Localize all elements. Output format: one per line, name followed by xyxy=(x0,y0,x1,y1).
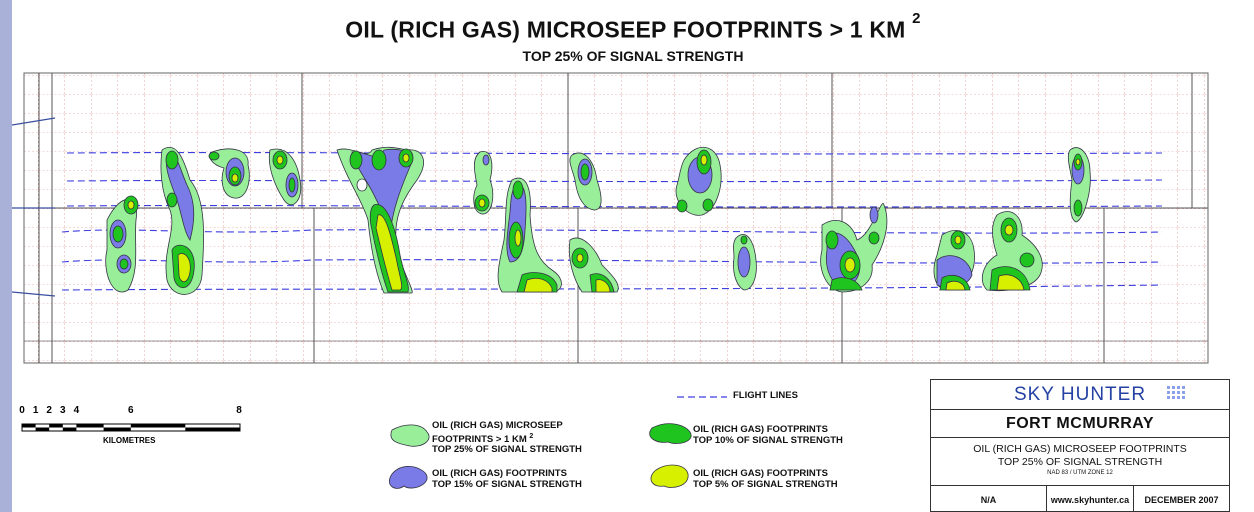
title-block: SKY HUNTER FORT MCMURRAY OIL (RICH GAS) … xyxy=(930,379,1230,512)
scale-tick-label: 4 xyxy=(73,405,80,416)
brand-dots-icon xyxy=(1167,386,1185,399)
footprint-cluster xyxy=(473,151,494,215)
survey-grid xyxy=(23,72,1209,364)
website: www.skyhunter.ca xyxy=(1047,486,1134,512)
top10-symbol xyxy=(649,423,692,444)
footprints xyxy=(105,146,1091,295)
title-block-description: OIL (RICH GAS) MICROSEEP FOOTPRINTS TOP … xyxy=(931,438,1229,486)
scale-bar xyxy=(21,423,241,432)
scale-tick-label: 1 xyxy=(32,405,39,416)
footprint-map xyxy=(12,72,1209,489)
footprint-cluster xyxy=(981,211,1043,292)
top15-symbol xyxy=(388,466,428,489)
legend-flight-lines: FLIGHT LINES xyxy=(733,390,798,401)
footprint-cluster xyxy=(933,230,975,291)
brand-logo: SKY HUNTER xyxy=(931,380,1229,410)
top25-symbol xyxy=(390,424,430,447)
legend-symbols xyxy=(388,396,727,489)
leader-lines xyxy=(12,117,56,297)
projection-label: NAD 83 / UTM ZONE 12 xyxy=(1047,470,1113,476)
place-name: FORT MCMURRAY xyxy=(931,410,1229,438)
brand-name: SKY HUNTER xyxy=(1013,384,1147,405)
footprint-cluster xyxy=(160,147,204,295)
map-subtitle: TOP 25% OF SIGNAL STRENGTH xyxy=(522,48,744,64)
scale-value: N/A xyxy=(931,486,1047,512)
footprint-cluster xyxy=(820,203,888,293)
footprint-cluster xyxy=(568,152,619,293)
title-block-footer: N/A www.skyhunter.ca DECEMBER 2007 xyxy=(931,486,1229,512)
footprint-cluster xyxy=(336,146,424,294)
footprint-cluster xyxy=(497,177,562,293)
scale-tick-label: 6 xyxy=(128,405,134,416)
footprint-cluster xyxy=(105,195,139,293)
footprint-cluster xyxy=(675,146,722,216)
legend-top5: OIL (RICH GAS) FOOTPRINTS TOP 5% OF SIGN… xyxy=(693,468,838,490)
scale-tick-label: 2 xyxy=(46,405,52,416)
scale-tick-label: 3 xyxy=(60,405,66,416)
legend-top10: OIL (RICH GAS) FOOTPRINTS TOP 10% OF SIG… xyxy=(693,424,843,446)
map-page: OIL (RICH GAS) MICROSEEP FOOTPRINTS > 1 … xyxy=(12,0,1254,512)
footprint-cluster xyxy=(1067,147,1091,223)
date: DECEMBER 2007 xyxy=(1144,495,1219,505)
legend-top25: OIL (RICH GAS) MICROSEEP FOOTPRINTS > 1 … xyxy=(432,420,582,456)
footprint-cluster xyxy=(733,234,757,291)
footprint-cluster xyxy=(208,148,250,199)
scale-bar-unit: KILOMETRES xyxy=(103,436,156,445)
legend-top15: OIL (RICH GAS) FOOTPRINTS TOP 15% OF SIG… xyxy=(432,468,582,490)
map-title: OIL (RICH GAS) MICROSEEP FOOTPRINTS > 1 … xyxy=(345,10,921,43)
top5-symbol xyxy=(650,464,689,488)
scale-tick-label: 0 xyxy=(19,405,25,416)
footprint-cluster xyxy=(268,148,302,206)
scale-tick-label: 8 xyxy=(236,405,242,416)
